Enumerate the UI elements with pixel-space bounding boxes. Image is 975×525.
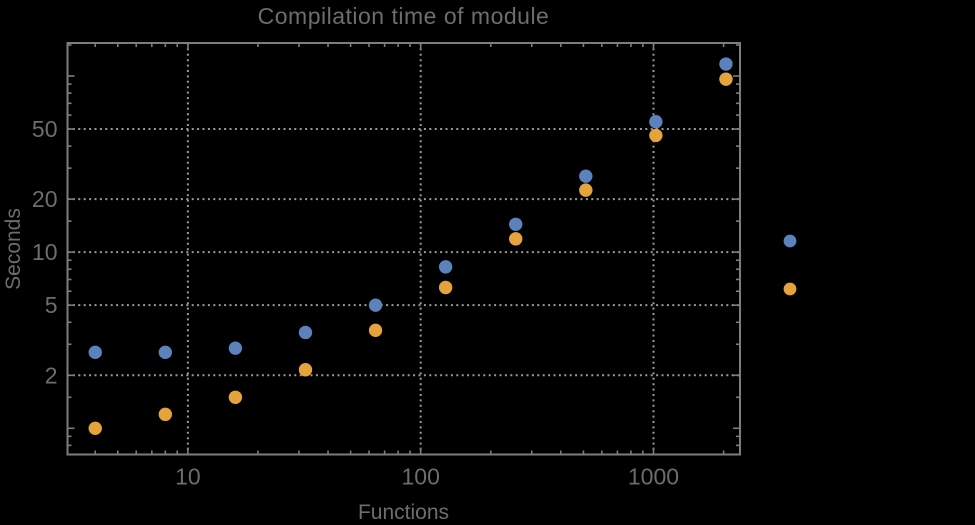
data-point-orange-series-x128 xyxy=(438,280,453,295)
data-point-blue-series-x128 xyxy=(438,260,453,274)
legend xyxy=(783,234,797,296)
data-point-blue-series-x2048 xyxy=(719,57,733,71)
data-point-blue-series-x64 xyxy=(368,298,383,312)
gridlines xyxy=(67,43,740,455)
data-point-blue-series-x256 xyxy=(509,217,523,231)
data-point-orange-series-x8 xyxy=(158,407,173,422)
orange-series xyxy=(88,72,733,436)
y-tick-label: 5 xyxy=(45,292,58,318)
data-point-orange-series-x256 xyxy=(509,232,523,246)
tick-labels: 10 100 1000 2 5 10 20 50 xyxy=(32,116,679,489)
data-point-blue-series-x32 xyxy=(298,325,313,340)
data-point-orange-series-x512 xyxy=(579,183,593,197)
y-tick-label: 50 xyxy=(32,116,58,142)
legend-marker-2 xyxy=(783,282,797,296)
y-tick-label: 2 xyxy=(45,362,58,388)
data-point-orange-series-x16 xyxy=(228,390,243,404)
data-point-blue-series-x1024 xyxy=(649,115,663,129)
data-point-orange-series-x2048 xyxy=(719,72,733,86)
data-point-orange-series-x32 xyxy=(298,363,313,377)
axis-ticks xyxy=(67,43,740,455)
y-tick-label: 10 xyxy=(32,239,58,265)
legend-marker-1 xyxy=(783,234,797,248)
chart-title: Compilation time of module xyxy=(257,3,550,29)
data-point-blue-series-x512 xyxy=(579,169,593,183)
x-tick-label: 100 xyxy=(401,464,439,490)
data-point-orange-series-x1024 xyxy=(649,128,663,143)
x-tick-label: 1000 xyxy=(628,464,679,490)
data-point-blue-series-x16 xyxy=(228,341,243,355)
blue-series xyxy=(88,57,733,360)
y-tick-label: 20 xyxy=(32,186,58,212)
data-point-blue-series-x4 xyxy=(88,345,102,360)
x-tick-label: 10 xyxy=(175,464,201,490)
x-axis-label: Functions xyxy=(357,501,450,524)
data-point-orange-series-x64 xyxy=(368,323,383,338)
data-point-blue-series-x8 xyxy=(158,345,173,360)
plot-frame xyxy=(66,42,741,456)
data-point-orange-series-x4 xyxy=(88,421,102,436)
